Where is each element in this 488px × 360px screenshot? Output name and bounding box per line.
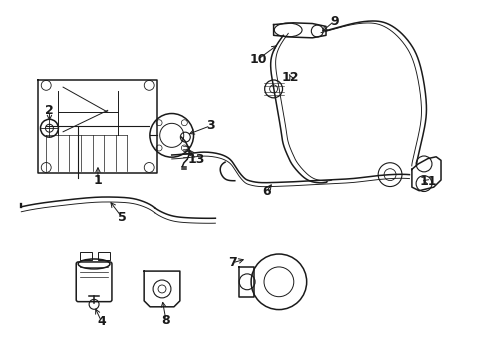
Text: 9: 9	[329, 14, 338, 27]
Text: 4: 4	[97, 315, 105, 328]
Text: 10: 10	[249, 53, 266, 66]
Text: 6: 6	[262, 185, 270, 198]
Text: 11: 11	[418, 175, 436, 188]
Text: 13: 13	[187, 153, 204, 166]
Text: 7: 7	[227, 256, 236, 269]
Text: 3: 3	[206, 119, 214, 132]
Text: 5: 5	[118, 211, 126, 224]
Text: 8: 8	[161, 314, 170, 327]
Text: 1: 1	[93, 174, 102, 186]
Text: 12: 12	[281, 71, 299, 84]
Text: 2: 2	[45, 104, 54, 117]
